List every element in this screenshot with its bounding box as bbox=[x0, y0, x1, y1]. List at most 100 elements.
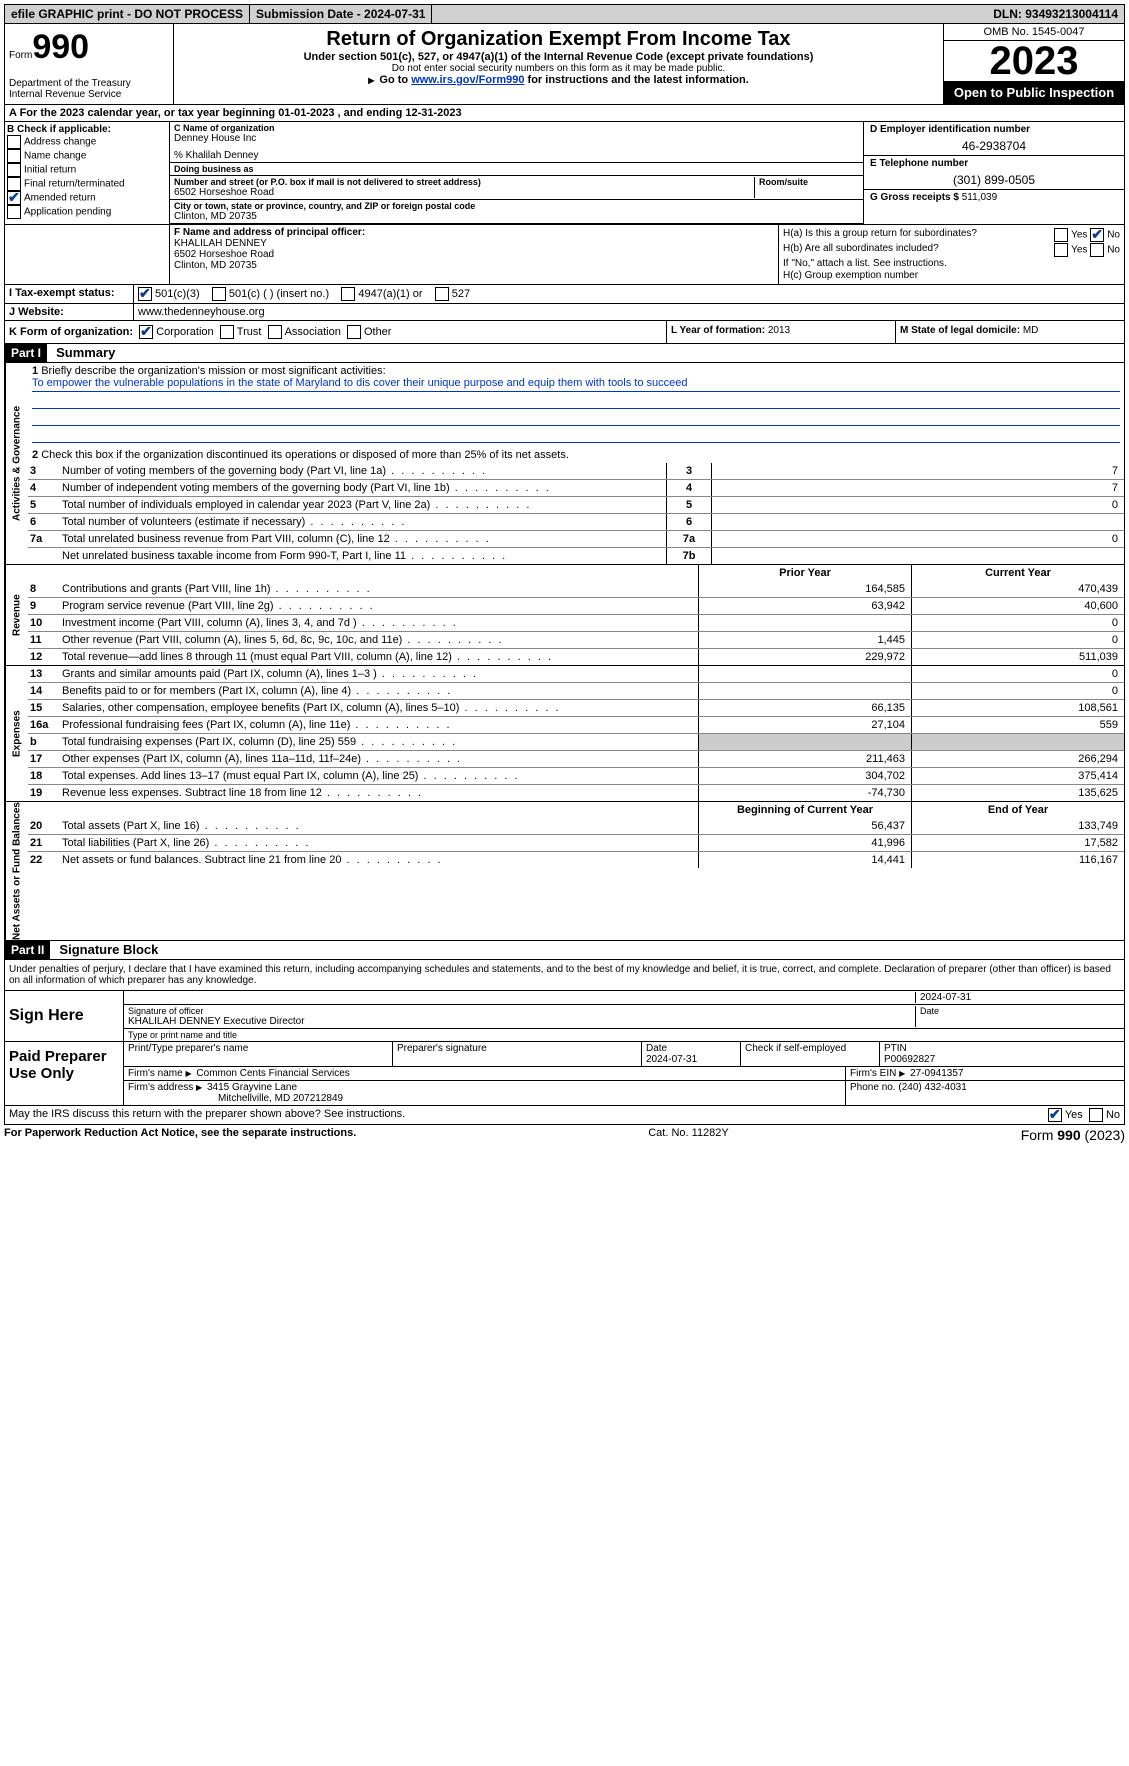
footer-cat: Cat. No. 11282Y bbox=[648, 1127, 729, 1143]
care-of: % Khalilah Denney bbox=[174, 150, 859, 161]
vlabel-gov: Activities & Governance bbox=[5, 363, 28, 564]
cb-501c3[interactable] bbox=[138, 287, 152, 301]
data-line: 19Revenue less expenses. Subtract line 1… bbox=[28, 784, 1124, 801]
part1-header: Part I Summary bbox=[4, 344, 1125, 363]
cb-hb-yes[interactable] bbox=[1054, 243, 1068, 257]
part2-badge: Part II bbox=[5, 941, 50, 959]
cb-name-change[interactable] bbox=[7, 149, 21, 163]
officer-addr1: 6502 Horseshoe Road bbox=[174, 249, 774, 260]
cb-501c[interactable] bbox=[212, 287, 226, 301]
signature-block: Under penalties of perjury, I declare th… bbox=[4, 960, 1125, 1125]
top-bar: efile GRAPHIC print - DO NOT PROCESS Sub… bbox=[4, 4, 1125, 24]
cb-app-pending[interactable] bbox=[7, 205, 21, 219]
data-line: 17Other expenses (Part IX, column (A), l… bbox=[28, 750, 1124, 767]
vlabel-exp: Expenses bbox=[5, 666, 28, 801]
firm-ein: 27-0941357 bbox=[910, 1068, 963, 1079]
cb-discuss-yes[interactable] bbox=[1048, 1108, 1062, 1122]
prep-h4: Check if self-employed bbox=[741, 1042, 880, 1066]
q1: Briefly describe the organization's miss… bbox=[41, 365, 385, 377]
website: www.thedenneyhouse.org bbox=[134, 304, 1124, 320]
cb-527[interactable] bbox=[435, 287, 449, 301]
e-label: E Telephone number bbox=[870, 158, 1118, 169]
firm-phone: (240) 432-4031 bbox=[898, 1082, 966, 1093]
officer-addr2: Clinton, MD 20735 bbox=[174, 260, 774, 271]
footer-right: Form 990 (2023) bbox=[1021, 1127, 1125, 1143]
cb-amended[interactable] bbox=[7, 191, 21, 205]
data-line: 11Other revenue (Part VIII, column (A), … bbox=[28, 631, 1124, 648]
form-title: Return of Organization Exempt From Incom… bbox=[178, 28, 939, 51]
officer-name: KHALILAH DENNEY bbox=[174, 238, 774, 249]
part2-header: Part II Signature Block bbox=[4, 941, 1125, 960]
ein: 46-2938704 bbox=[870, 139, 1118, 153]
header-right: OMB No. 1545-0047 2023 Open to Public In… bbox=[944, 24, 1124, 104]
part2-title: Signature Block bbox=[53, 940, 164, 959]
dept-2: Internal Revenue Service bbox=[9, 89, 169, 100]
vlabel-net: Net Assets or Fund Balances bbox=[5, 802, 28, 940]
cb-corp[interactable] bbox=[139, 325, 153, 339]
prep-h2: Preparer's signature bbox=[393, 1042, 642, 1066]
footer-left: For Paperwork Reduction Act Notice, see … bbox=[4, 1127, 356, 1143]
row-k: K Form of organization: Corporation Trus… bbox=[4, 321, 1125, 344]
sect-governance: Activities & Governance 1 Briefly descri… bbox=[4, 363, 1125, 565]
gov-line: 3Number of voting members of the governi… bbox=[28, 463, 1124, 479]
street: 6502 Horseshoe Road bbox=[174, 187, 750, 198]
g-label: G Gross receipts $ bbox=[870, 192, 959, 203]
cb-addr-change[interactable] bbox=[7, 135, 21, 149]
mission-blank1 bbox=[32, 394, 1120, 409]
cb-ha-yes[interactable] bbox=[1054, 228, 1068, 242]
prep-label: Paid Preparer Use Only bbox=[5, 1042, 124, 1105]
cb-hb-no[interactable] bbox=[1090, 243, 1104, 257]
l-year: L Year of formation: 2013 bbox=[667, 321, 896, 343]
tax-period: A For the 2023 calendar year, or tax yea… bbox=[4, 105, 1125, 122]
data-line: 12Total revenue—add lines 8 through 11 (… bbox=[28, 648, 1124, 665]
room-label: Room/suite bbox=[759, 177, 859, 187]
section-fh: F Name and address of principal officer:… bbox=[4, 224, 1125, 285]
submission-date: Submission Date - 2024-07-31 bbox=[250, 5, 432, 23]
k-body: K Form of organization: Corporation Trus… bbox=[5, 321, 667, 343]
cb-assoc[interactable] bbox=[268, 325, 282, 339]
form-number-block: Form990 Department of the Treasury Inter… bbox=[5, 24, 174, 104]
b-label: B Check if applicable: bbox=[7, 124, 167, 135]
cb-other[interactable] bbox=[347, 325, 361, 339]
discuss-row: May the IRS discuss this return with the… bbox=[5, 1105, 1124, 1124]
sig-date: 2024-07-31 bbox=[915, 992, 1120, 1003]
data-line: 10Investment income (Part VIII, column (… bbox=[28, 614, 1124, 631]
f-label: F Name and address of principal officer: bbox=[174, 227, 774, 238]
dln: DLN: 93493213004114 bbox=[987, 5, 1124, 23]
rev-header: Prior Year Current Year bbox=[28, 565, 1124, 581]
firm-addr2: Mitchellville, MD 207212849 bbox=[218, 1093, 343, 1104]
gov-line: 5Total number of individuals employed in… bbox=[28, 496, 1124, 513]
cb-discuss-no[interactable] bbox=[1089, 1108, 1103, 1122]
sign-here-label: Sign Here bbox=[5, 991, 124, 1041]
header-sub3: Go to www.irs.gov/Form990 for instructio… bbox=[178, 74, 939, 86]
cb-4947[interactable] bbox=[341, 287, 355, 301]
q2: Check this box if the organization disco… bbox=[41, 449, 569, 461]
form-number: 990 bbox=[32, 28, 89, 66]
open-inspection: Open to Public Inspection bbox=[944, 81, 1124, 104]
header-sub2: Do not enter social security numbers on … bbox=[178, 63, 939, 74]
prep-h1: Print/Type preparer's name bbox=[124, 1042, 393, 1066]
part1-badge: Part I bbox=[5, 344, 47, 362]
form-header: Form990 Department of the Treasury Inter… bbox=[4, 24, 1125, 105]
cb-trust[interactable] bbox=[220, 325, 234, 339]
sig-date-lbl: Date bbox=[915, 1006, 1120, 1027]
sig-type-lbl: Type or print name and title bbox=[124, 1028, 1124, 1041]
cb-initial[interactable] bbox=[7, 163, 21, 177]
form-prefix: Form bbox=[9, 50, 32, 61]
d-label: D Employer identification number bbox=[870, 124, 1118, 135]
city: Clinton, MD 20735 bbox=[174, 211, 859, 222]
mission-blank2 bbox=[32, 411, 1120, 426]
data-line: 21Total liabilities (Part X, line 26) 41… bbox=[28, 834, 1124, 851]
vlabel-rev: Revenue bbox=[5, 565, 28, 665]
page-footer: For Paperwork Reduction Act Notice, see … bbox=[4, 1125, 1125, 1145]
hb-note: If "No," attach a list. See instructions… bbox=[783, 258, 1120, 269]
data-line: 22Net assets or fund balances. Subtract … bbox=[28, 851, 1124, 868]
efile-label[interactable]: efile GRAPHIC print - DO NOT PROCESS bbox=[5, 5, 250, 23]
data-line: 13Grants and similar amounts paid (Part … bbox=[28, 666, 1124, 682]
row-i: I Tax-exempt status: 501(c)(3) 501(c) ( … bbox=[4, 285, 1125, 304]
data-line: 18Total expenses. Add lines 13–17 (must … bbox=[28, 767, 1124, 784]
sect-netassets: Net Assets or Fund Balances Beginning of… bbox=[4, 802, 1125, 941]
instructions-link[interactable]: www.irs.gov/Form990 bbox=[411, 74, 524, 86]
firm-name: Common Cents Financial Services bbox=[196, 1068, 349, 1079]
cb-ha-no[interactable] bbox=[1090, 228, 1104, 242]
